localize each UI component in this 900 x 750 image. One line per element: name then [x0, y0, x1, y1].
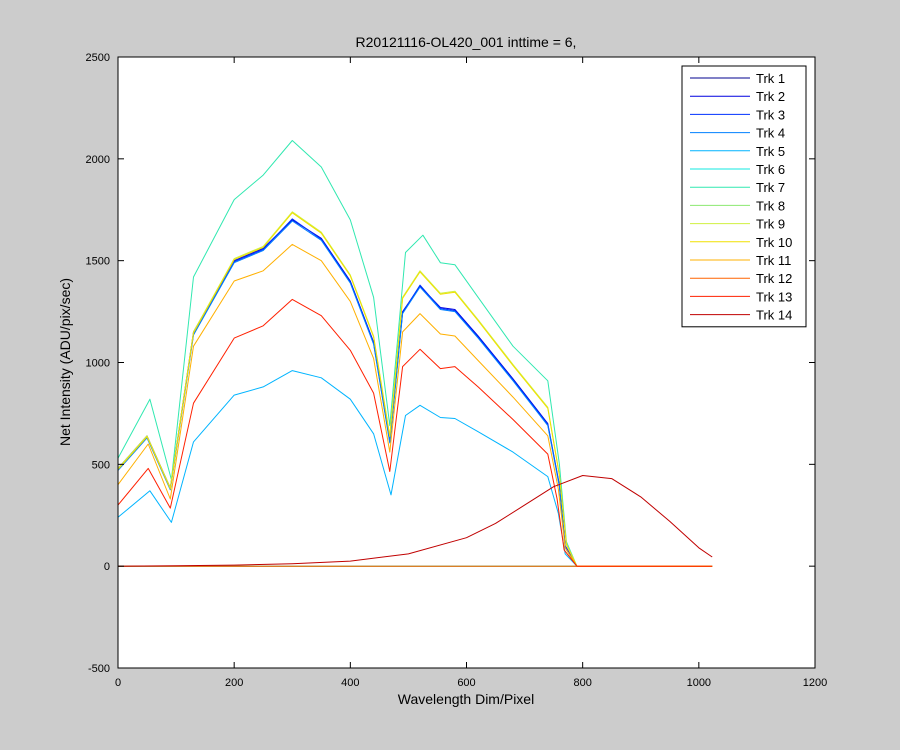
series-line-trk-14 — [117, 475, 713, 567]
x-tick-label: 400 — [341, 677, 359, 689]
legend: Trk 1 Trk 2 Trk 3 Trk 4 Trk 5 Trk 6 Trk 7 Trk 8… — [681, 65, 807, 328]
x-axis-label: Wavelength Dim/Pixel — [398, 691, 534, 707]
legend-label-trk-3: Trk 3 — [756, 107, 785, 122]
legend-label-trk-4: Trk 4 — [756, 126, 785, 141]
chart-title: R20121116-OL420_001 inttime = 6, — [356, 34, 577, 50]
legend-label-trk-14: Trk 14 — [756, 308, 792, 323]
x-tick-label: 1200 — [803, 677, 827, 689]
series-line-trk-11 — [117, 243, 713, 567]
y-tick-label: -500 — [88, 663, 110, 675]
x-tick-label: 0 — [115, 677, 121, 689]
y-tick-label: 1000 — [86, 358, 110, 370]
series-line-trk-10 — [117, 212, 713, 567]
legend-label-trk-6: Trk 6 — [756, 162, 785, 177]
legend-label-trk-10: Trk 10 — [756, 235, 792, 250]
legend-label-trk-9: Trk 9 — [756, 217, 785, 232]
y-tick-label: 0 — [104, 561, 110, 573]
series-line-trk-5 — [117, 370, 713, 567]
legend-label-trk-1: Trk 1 — [756, 71, 785, 86]
legend-label-trk-8: Trk 8 — [756, 198, 785, 213]
y-tick-label: 2000 — [86, 154, 110, 166]
series-line-trk-4 — [117, 220, 713, 567]
axis-ticks: 0 200 400 600 800 1000 1200 -500 0 500 1000 1500 200… — [86, 52, 828, 689]
y-axis-label: Net Intensity (ADU/pix/sec) — [57, 278, 73, 446]
legend-label-trk-5: Trk 5 — [756, 144, 785, 159]
y-tick-label: 2500 — [86, 52, 110, 64]
legend-box — [681, 65, 807, 328]
legend-label-trk-7: Trk 7 — [756, 180, 785, 195]
legend-label-trk-2: Trk 2 — [756, 89, 785, 104]
x-tick-label: 200 — [225, 677, 243, 689]
legend-label-trk-13: Trk 13 — [756, 289, 792, 304]
series-line-trk-7 — [117, 140, 713, 567]
series-lines — [117, 140, 713, 567]
x-tick-label: 800 — [573, 677, 591, 689]
x-tick-label: 600 — [457, 677, 475, 689]
legend-label-trk-12: Trk 12 — [756, 271, 792, 286]
x-tick-label: 1000 — [687, 677, 711, 689]
legend-label-trk-11: Trk 11 — [756, 253, 791, 268]
y-tick-label: 500 — [92, 459, 110, 471]
series-line-trk-13 — [117, 298, 713, 567]
y-tick-label: 1500 — [86, 256, 110, 268]
